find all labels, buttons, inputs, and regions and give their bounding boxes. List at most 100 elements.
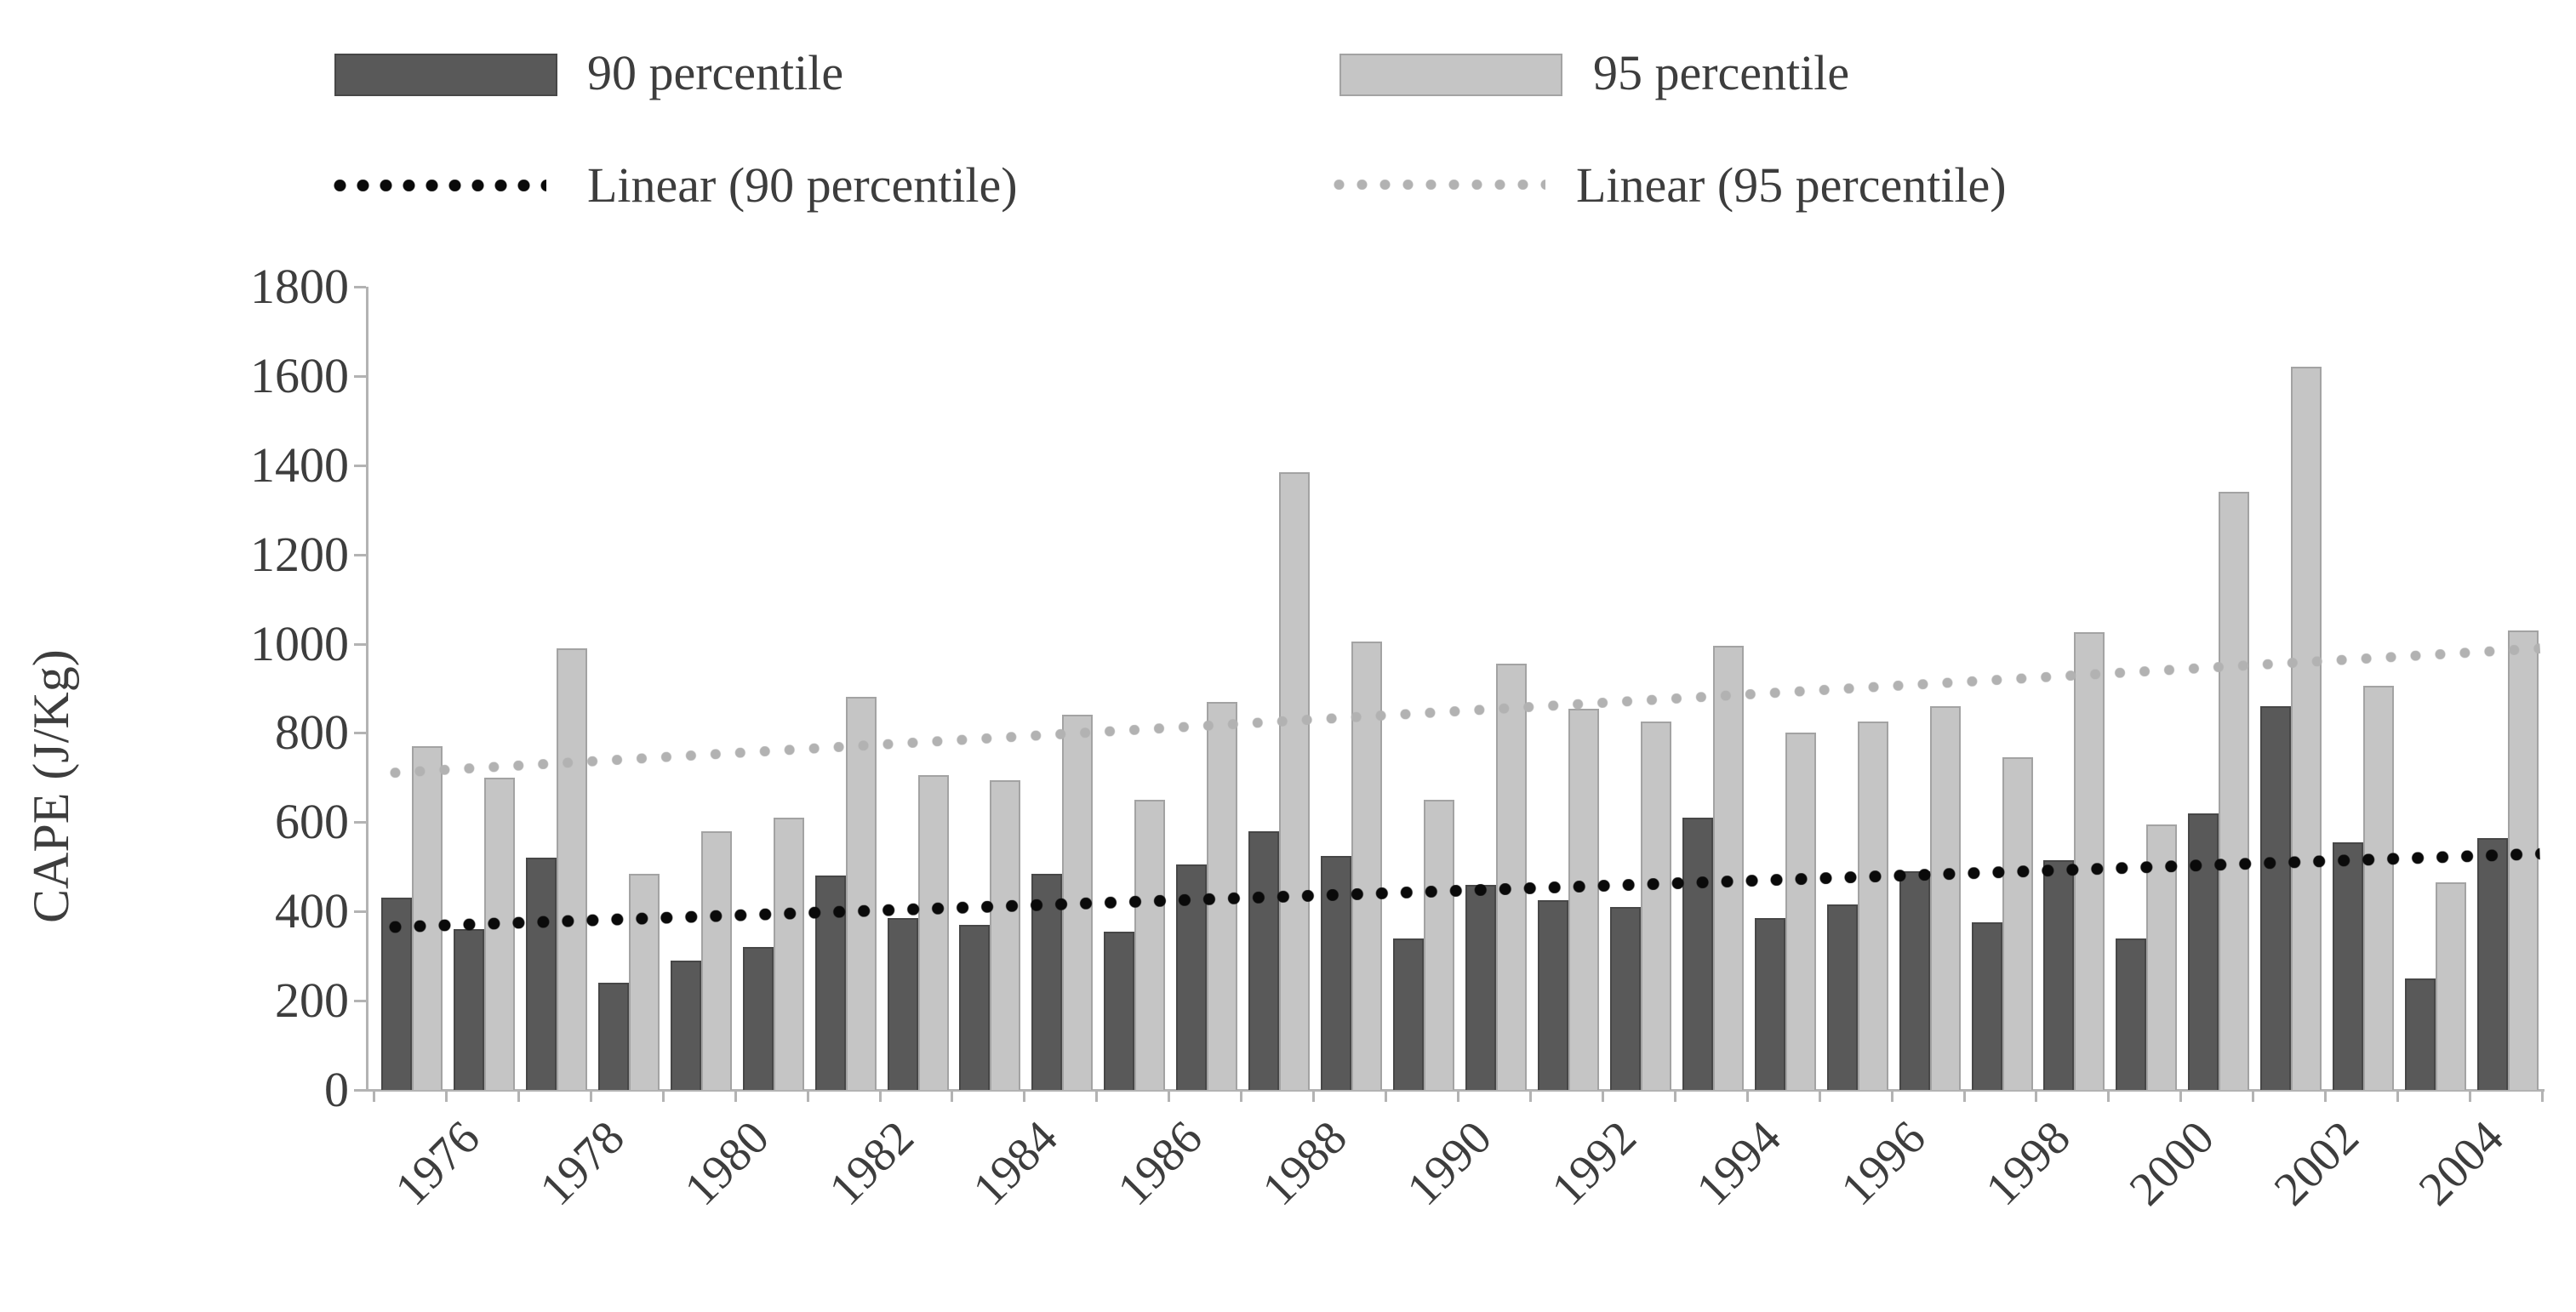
x-tick [1745, 1092, 1749, 1102]
bar-95-1997 [1929, 705, 1961, 1090]
y-tick-label: 0 [324, 1062, 349, 1117]
x-tick [1673, 1092, 1676, 1102]
y-tick-label: 200 [275, 973, 349, 1029]
x-tick [1312, 1092, 1316, 1102]
y-tick [354, 732, 366, 735]
x-tick [1457, 1092, 1459, 1102]
y-tick [354, 553, 366, 556]
bar-90-1998 [1971, 922, 2002, 1090]
x-tick [2469, 1092, 2472, 1102]
bar-90-1996 [1826, 904, 1858, 1090]
bar-95-1993 [1640, 722, 1671, 1090]
x-tick [951, 1092, 954, 1102]
legend-swatch-90-percentile [334, 54, 557, 96]
bar-90-1988 [1248, 830, 1280, 1090]
bar-95-1981 [773, 818, 804, 1090]
bar-90-1997 [1899, 871, 1930, 1090]
x-tick-label: 1994 [1686, 1110, 1791, 1216]
bar-95-1996 [1857, 722, 1888, 1090]
x-tick [661, 1092, 665, 1102]
bar-90-2005 [2477, 837, 2509, 1090]
bar-95-1979 [628, 873, 660, 1090]
bar-90-1984 [959, 924, 991, 1090]
y-axis-line [366, 287, 368, 1090]
bar-90-1992 [1537, 900, 1568, 1090]
bar-95-1984 [990, 779, 1021, 1090]
y-tick-label: 1000 [250, 615, 349, 671]
y-tick [354, 464, 366, 467]
y-tick-label: 1200 [250, 526, 349, 582]
legend-swatch-95-percentile [1339, 54, 1562, 96]
x-tick [734, 1092, 737, 1102]
x-tick [1962, 1092, 1966, 1102]
y-tick-label: 400 [275, 883, 349, 939]
y-tick [354, 1089, 366, 1092]
x-tick-label: 1996 [1831, 1110, 1936, 1216]
bar-90-1983 [887, 918, 918, 1090]
bar-90-1979 [597, 983, 629, 1090]
bar-90-2001 [2188, 813, 2219, 1090]
x-tick [373, 1092, 375, 1102]
trendline-linear-95 [382, 642, 2541, 779]
bar-95-2002 [2291, 367, 2322, 1090]
bar-90-1986 [1104, 931, 1135, 1090]
x-tick [878, 1092, 882, 1102]
x-tick [2035, 1092, 2038, 1102]
y-axis-title: CAPE (J/Kg) [23, 649, 79, 923]
y-tick [354, 642, 366, 646]
bar-90-2004 [2405, 978, 2436, 1090]
x-tick [2541, 1092, 2544, 1102]
bar-90-1990 [1393, 938, 1425, 1090]
bar-90-2002 [2260, 705, 2292, 1090]
legend-label-95-percentile: 95 percentile [1593, 45, 1850, 100]
x-tick [1240, 1092, 1243, 1102]
bar-90-1994 [1682, 818, 1713, 1090]
bar-95-2001 [2219, 492, 2250, 1090]
x-tick [444, 1092, 448, 1102]
x-tick-label: 1982 [819, 1110, 924, 1216]
x-tick [1168, 1092, 1171, 1102]
bar-95-1992 [1568, 708, 1599, 1090]
x-tick-label: 2000 [2120, 1110, 2225, 1216]
x-tick-label: 1998 [1975, 1110, 2081, 1216]
x-tick [517, 1092, 520, 1102]
legend-line-linear-90-icon [328, 180, 546, 191]
y-tick-label: 1600 [250, 347, 349, 403]
x-tick-label: 1990 [1397, 1110, 1502, 1216]
y-tick [354, 374, 366, 378]
y-tick-label: 800 [275, 704, 349, 761]
x-tick-label: 1984 [963, 1110, 1069, 1216]
bar-95-1980 [700, 830, 732, 1090]
legend-line-linear-95-icon [1328, 180, 1545, 190]
x-tick [589, 1092, 592, 1102]
x-tick [1890, 1092, 1893, 1102]
bar-95-2003 [2363, 686, 2395, 1090]
bar-90-1995 [1754, 918, 1785, 1090]
y-tick [354, 821, 366, 824]
bar-90-1978 [525, 858, 557, 1090]
x-tick-label: 2002 [2264, 1110, 2369, 1216]
y-tick [354, 910, 366, 914]
bar-90-2003 [2333, 841, 2364, 1090]
bar-95-1986 [1134, 800, 1166, 1090]
x-tick [1818, 1092, 1821, 1102]
x-tick-label: 1988 [1252, 1110, 1357, 1216]
bar-95-1977 [483, 777, 515, 1090]
x-tick [2107, 1092, 2110, 1102]
x-tick [2396, 1092, 2400, 1102]
y-tick-label: 1400 [250, 436, 349, 493]
bar-95-1991 [1496, 664, 1527, 1090]
x-axis-line [366, 1089, 2545, 1092]
bar-90-1999 [2043, 859, 2075, 1090]
x-tick-label: 1992 [1541, 1110, 1647, 1216]
bar-90-1980 [670, 960, 701, 1090]
x-tick [806, 1092, 809, 1102]
bar-90-1993 [1609, 906, 1641, 1090]
bar-95-1978 [556, 647, 587, 1090]
bar-95-1994 [1712, 646, 1744, 1090]
bar-95-1995 [1785, 733, 1816, 1090]
bar-90-2000 [2116, 938, 2147, 1090]
x-tick [2252, 1092, 2255, 1102]
bar-95-1982 [845, 697, 877, 1090]
